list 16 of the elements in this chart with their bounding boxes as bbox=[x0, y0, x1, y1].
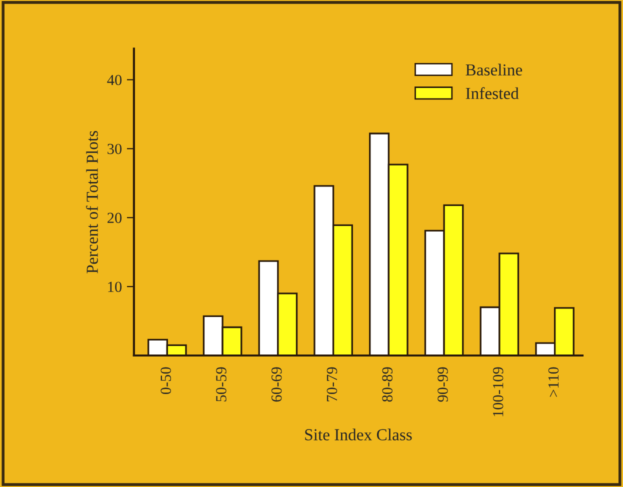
legend-label: Baseline bbox=[466, 64, 522, 76]
y-axis-title: Percent of Total Plots bbox=[86, 130, 98, 274]
y-tick-label: 20 bbox=[108, 212, 122, 224]
x-tick-label: 100-109 bbox=[492, 367, 504, 416]
x-tick-label: 80-89 bbox=[382, 367, 393, 402]
x-axis-title: Site Index Class bbox=[305, 428, 412, 440]
x-tick-label: 90-99 bbox=[438, 367, 448, 402]
x-tick-label: >110 bbox=[548, 367, 559, 397]
y-tick-label: 40 bbox=[107, 74, 122, 86]
x-tick-label: 0-50 bbox=[160, 367, 171, 394]
x-tick-label: 50-59 bbox=[216, 367, 226, 402]
x-tick-label: 60-69 bbox=[271, 367, 282, 402]
legend-label: Infested bbox=[466, 87, 519, 100]
y-tick-label: 10 bbox=[108, 282, 122, 292]
y-tick-label: 30 bbox=[108, 144, 122, 154]
x-tick-label: 70-79 bbox=[326, 367, 338, 402]
